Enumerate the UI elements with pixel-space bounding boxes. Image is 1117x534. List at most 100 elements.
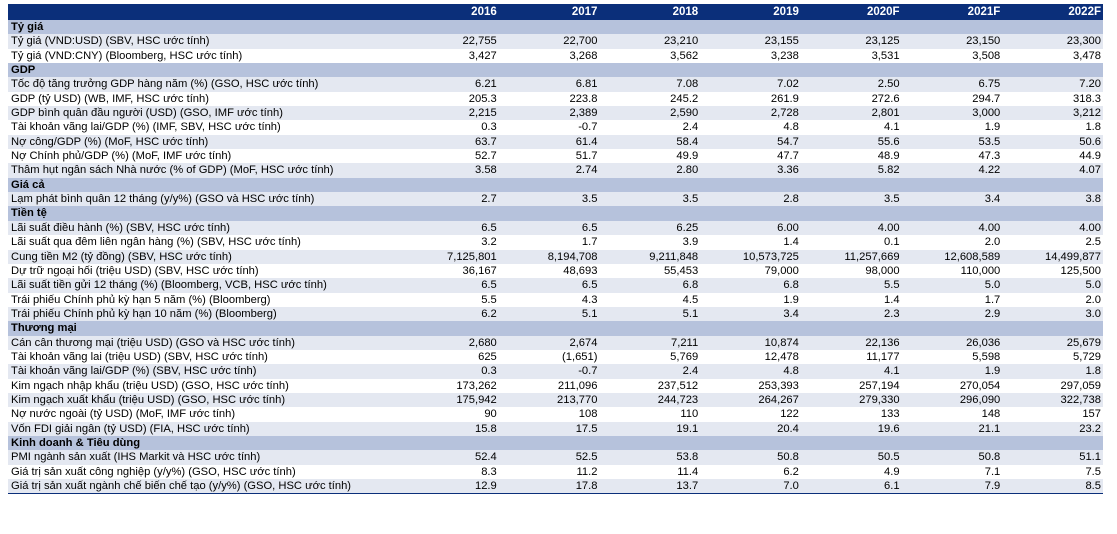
year-header: 2018 xyxy=(599,4,701,20)
value-cell: 211,096 xyxy=(498,378,600,393)
value-cell: -0.7 xyxy=(498,364,600,379)
value-cell: 1.9 xyxy=(901,120,1003,135)
value-cell: 245.2 xyxy=(599,91,701,107)
value-cell: 7,211 xyxy=(599,335,701,350)
value-cell: 2.50 xyxy=(800,77,902,92)
value-cell: 2,215 xyxy=(398,106,499,121)
row-label: Kim ngạch nhập khẩu (triệu USD) (GSO, HS… xyxy=(8,378,399,393)
value-cell: 1.7 xyxy=(901,292,1003,307)
table-row: Cung tiền M2 (tỷ đồng) (SBV, HSC ước tín… xyxy=(8,249,1103,264)
value-cell: 17.8 xyxy=(498,479,600,494)
value-cell: 12,608,589 xyxy=(901,249,1003,264)
value-cell: 253,393 xyxy=(700,378,801,393)
table-row: Dự trữ ngoại hối (triệu USD) (SBV, HSC ư… xyxy=(8,263,1103,279)
value-cell: 53.8 xyxy=(599,450,701,465)
row-label: Tài khoản vãng lai (triệu USD) (SBV, HSC… xyxy=(8,349,399,365)
table-row: Tỷ giá (VND:USD) (SBV, HSC ước tính) 22,7… xyxy=(8,34,1103,49)
value-cell: 157 xyxy=(1002,407,1103,422)
section-header-row: Tỷ giá xyxy=(8,20,1103,35)
value-cell: 270,054 xyxy=(901,378,1003,393)
value-cell: 261.9 xyxy=(700,91,801,107)
value-cell: 257,194 xyxy=(800,378,902,393)
row-label: Trái phiếu Chính phủ kỳ hạn 5 năm (%) (B… xyxy=(8,292,399,307)
value-cell: 294.7 xyxy=(901,91,1003,107)
value-cell: 49.9 xyxy=(599,149,701,164)
macro-forecast-table: 2016 2017 2018 2019 2020F 2021F 2022F Tỷ… xyxy=(8,4,1103,494)
value-cell: 0.3 xyxy=(398,120,499,135)
value-cell: 223.8 xyxy=(498,91,600,107)
value-cell: 4.9 xyxy=(800,464,902,479)
value-cell: 148 xyxy=(901,407,1003,422)
table-row: Lãi suất điều hành (%) (SBV, HSC ước tín… xyxy=(8,220,1103,236)
table-row: GDP bình quân đầu người (USD) (GSO, IMF … xyxy=(8,106,1103,121)
value-cell: 55.6 xyxy=(800,134,902,150)
value-cell: 5.1 xyxy=(599,306,701,322)
value-cell: 3.5 xyxy=(498,192,600,207)
row-label: Tài khoản vãng lai/GDP (%) (IMF, SBV, HS… xyxy=(8,120,399,135)
value-cell: 3.36 xyxy=(700,163,801,178)
row-label: Trái phiếu Chính phủ kỳ hạn 10 năm (%) (… xyxy=(8,306,399,322)
value-cell: 6.8 xyxy=(700,278,801,293)
value-cell: 7.08 xyxy=(599,77,701,92)
value-cell: 110 xyxy=(599,407,701,422)
header-row: 2016 2017 2018 2019 2020F 2021F 2022F xyxy=(8,4,1103,20)
table-row: Lãi suất tiền gửi 12 tháng (%) (Bloomber… xyxy=(8,278,1103,293)
value-cell: 2.0 xyxy=(1002,292,1103,307)
value-cell: 23,300 xyxy=(1002,34,1103,49)
value-cell: 6.5 xyxy=(498,278,600,293)
value-cell: 48.9 xyxy=(800,149,902,164)
row-label: Dự trữ ngoại hối (triệu USD) (SBV, HSC ư… xyxy=(8,263,399,279)
section-title: GDP xyxy=(8,63,1103,78)
value-cell: 2.8 xyxy=(700,192,801,207)
value-cell: 63.7 xyxy=(398,134,499,150)
row-label: Kim ngạch xuất khẩu (triệu USD) (GSO, HS… xyxy=(8,392,399,408)
value-cell: 6.5 xyxy=(498,220,600,236)
value-cell: 2,801 xyxy=(800,106,902,121)
value-cell: 4.5 xyxy=(599,292,701,307)
table-row: Nợ nước ngoài (tỷ USD) (MoF, IMF ước tín… xyxy=(8,407,1103,422)
row-label: Cán cân thương mại (triệu USD) (GSO và H… xyxy=(8,335,399,350)
table-row: PMI ngành sản xuất (IHS Markit và HSC ướ… xyxy=(8,450,1103,465)
value-cell: 2.9 xyxy=(901,306,1003,322)
value-cell: 8.5 xyxy=(1002,479,1103,494)
table-row: Tài khoản vãng lai/GDP (%) (SBV, HSC ước… xyxy=(8,364,1103,379)
value-cell: 7.02 xyxy=(700,77,801,92)
value-cell: 1.9 xyxy=(700,292,801,307)
value-cell: 318.3 xyxy=(1002,91,1103,107)
value-cell: 13.7 xyxy=(599,479,701,494)
row-label: Thâm hụt ngân sách Nhà nước (% of GDP) (… xyxy=(8,163,399,178)
value-cell: 1.8 xyxy=(1002,120,1103,135)
table-row: Nợ Chính phủ/GDP (%) (MoF, IMF ước tính)… xyxy=(8,149,1103,164)
value-cell: 23,155 xyxy=(700,34,801,49)
value-cell: 322,738 xyxy=(1002,392,1103,408)
value-cell: 7.0 xyxy=(700,479,801,494)
value-cell: 7.9 xyxy=(901,479,1003,494)
value-cell: 3,531 xyxy=(800,48,902,64)
table-row: Trái phiếu Chính phủ kỳ hạn 5 năm (%) (B… xyxy=(8,292,1103,307)
value-cell: 4.00 xyxy=(800,220,902,236)
value-cell: 2,680 xyxy=(398,335,499,350)
section-title: Thương mại xyxy=(8,321,1103,336)
value-cell: (1,651) xyxy=(498,349,600,365)
value-cell: 47.3 xyxy=(901,149,1003,164)
value-cell: 1.7 xyxy=(498,235,600,250)
value-cell: 213,770 xyxy=(498,392,600,408)
value-cell: 4.00 xyxy=(901,220,1003,236)
table-row: Vốn FDI giải ngân (tỷ USD) (FIA, HSC ước… xyxy=(8,421,1103,436)
value-cell: 5,598 xyxy=(901,349,1003,365)
value-cell: 8.3 xyxy=(398,464,499,479)
value-cell: 110,000 xyxy=(901,263,1003,279)
row-label: Tài khoản vãng lai/GDP (%) (SBV, HSC ước… xyxy=(8,364,399,379)
value-cell: 21.1 xyxy=(901,421,1003,436)
value-cell: 52.5 xyxy=(498,450,600,465)
value-cell: 6.2 xyxy=(398,306,499,322)
table-row: Kim ngạch xuất khẩu (triệu USD) (GSO, HS… xyxy=(8,392,1103,408)
value-cell: 7.20 xyxy=(1002,77,1103,92)
value-cell: 3.8 xyxy=(1002,192,1103,207)
row-label: Nợ công/GDP (%) (MoF, HSC ước tính) xyxy=(8,134,399,150)
value-cell: 15.8 xyxy=(398,421,499,436)
row-label: Giá trị sản xuất công nghiệp (y/y%) (GSO… xyxy=(8,464,399,479)
value-cell: 5.5 xyxy=(398,292,499,307)
row-label: Lãi suất điều hành (%) (SBV, HSC ước tín… xyxy=(8,220,399,236)
section-header-row: Thương mại xyxy=(8,321,1103,336)
